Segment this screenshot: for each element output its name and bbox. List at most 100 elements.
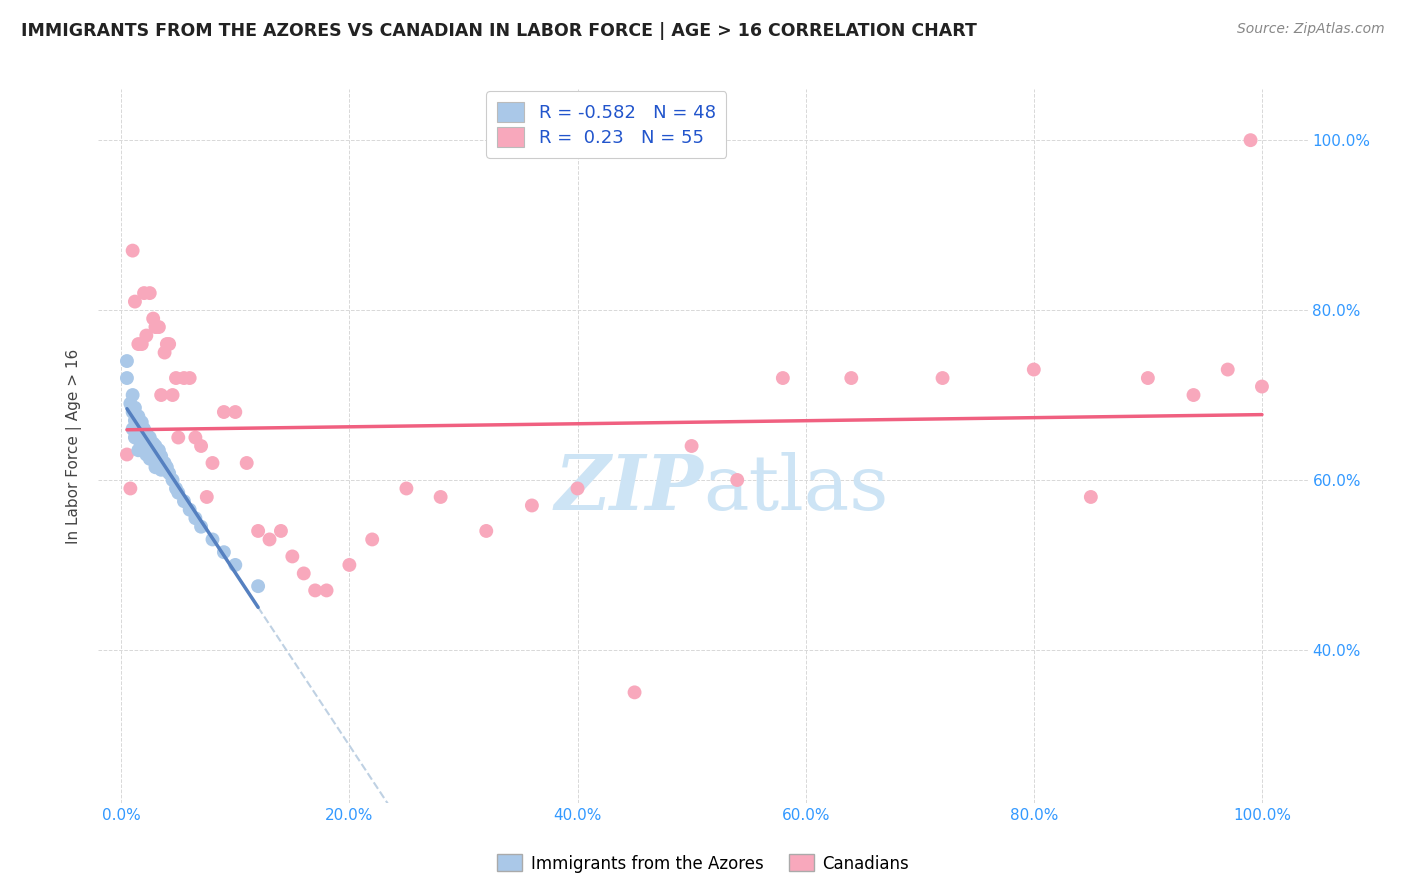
Point — [165, 371, 187, 385]
Point — [132, 430, 155, 444]
Point — [1251, 379, 1274, 393]
Point — [142, 436, 165, 450]
Point — [124, 294, 146, 309]
Point — [115, 371, 138, 385]
Point — [173, 494, 195, 508]
Point — [120, 482, 142, 496]
Point — [127, 443, 149, 458]
Point — [179, 502, 201, 516]
Point — [127, 422, 149, 436]
Point — [224, 558, 246, 572]
Point — [167, 485, 190, 500]
Point — [224, 405, 246, 419]
Point — [839, 371, 862, 385]
Point — [145, 460, 167, 475]
Point — [127, 337, 149, 351]
Point — [184, 511, 207, 525]
Point — [270, 524, 292, 538]
Point — [184, 430, 207, 444]
Point — [135, 436, 157, 450]
Point — [131, 439, 153, 453]
Point — [135, 426, 157, 441]
Point — [150, 463, 173, 477]
Point — [132, 441, 155, 455]
Point — [131, 415, 153, 429]
Point — [115, 354, 138, 368]
Point — [567, 482, 589, 496]
Point — [132, 422, 155, 436]
Point — [162, 388, 184, 402]
Point — [153, 345, 176, 359]
Point — [131, 426, 153, 441]
Point — [247, 524, 270, 538]
Text: IMMIGRANTS FROM THE AZORES VS CANADIAN IN LABOR FORCE | AGE > 16 CORRELATION CHA: IMMIGRANTS FROM THE AZORES VS CANADIAN I… — [21, 22, 977, 40]
Point — [247, 579, 270, 593]
Point — [361, 533, 384, 547]
Point — [148, 443, 170, 458]
Point — [139, 441, 162, 455]
Text: ZIP: ZIP — [554, 452, 703, 525]
Point — [623, 685, 645, 699]
Point — [1216, 362, 1239, 376]
Point — [157, 466, 180, 480]
Point — [139, 430, 162, 444]
Point — [124, 430, 146, 444]
Point — [121, 405, 143, 419]
Point — [304, 583, 326, 598]
Point — [259, 533, 281, 547]
Point — [121, 422, 143, 436]
Point — [156, 460, 179, 475]
Point — [190, 519, 212, 533]
Point — [153, 456, 176, 470]
Point — [395, 482, 418, 496]
Point — [1022, 362, 1045, 376]
Point — [162, 473, 184, 487]
Point — [429, 490, 451, 504]
Point — [157, 337, 180, 351]
Legend: R = -0.582   N = 48, R =  0.23   N = 55: R = -0.582 N = 48, R = 0.23 N = 55 — [486, 91, 727, 158]
Point — [292, 566, 315, 581]
Text: atlas: atlas — [703, 452, 889, 525]
Point — [1182, 388, 1205, 402]
Point — [281, 549, 304, 564]
Point — [931, 371, 953, 385]
Point — [145, 320, 167, 334]
Point — [235, 456, 257, 470]
Point — [150, 449, 173, 463]
Point — [195, 490, 218, 504]
Text: Source: ZipAtlas.com: Source: ZipAtlas.com — [1237, 22, 1385, 37]
Point — [121, 388, 143, 402]
Point — [725, 473, 748, 487]
Point — [167, 430, 190, 444]
Point — [145, 449, 167, 463]
Point — [212, 405, 235, 419]
Point — [124, 401, 146, 415]
Point — [173, 371, 195, 385]
Point — [475, 524, 498, 538]
Point — [145, 439, 167, 453]
Point — [148, 320, 170, 334]
Point — [142, 311, 165, 326]
Point — [124, 413, 146, 427]
Point — [142, 448, 165, 462]
Point — [139, 286, 162, 301]
Point — [127, 409, 149, 424]
Point — [772, 371, 794, 385]
Point — [115, 448, 138, 462]
Y-axis label: In Labor Force | Age > 16: In Labor Force | Age > 16 — [66, 349, 83, 543]
Point — [315, 583, 337, 598]
Point — [1239, 133, 1261, 147]
Point — [190, 439, 212, 453]
Point — [135, 448, 157, 462]
Point — [337, 558, 360, 572]
Point — [520, 499, 543, 513]
Point — [201, 456, 224, 470]
Point — [127, 432, 149, 446]
Point — [1136, 371, 1159, 385]
Point — [212, 545, 235, 559]
Point — [121, 244, 143, 258]
Point — [156, 337, 179, 351]
Point — [179, 371, 201, 385]
Point — [120, 396, 142, 410]
Point — [148, 456, 170, 470]
